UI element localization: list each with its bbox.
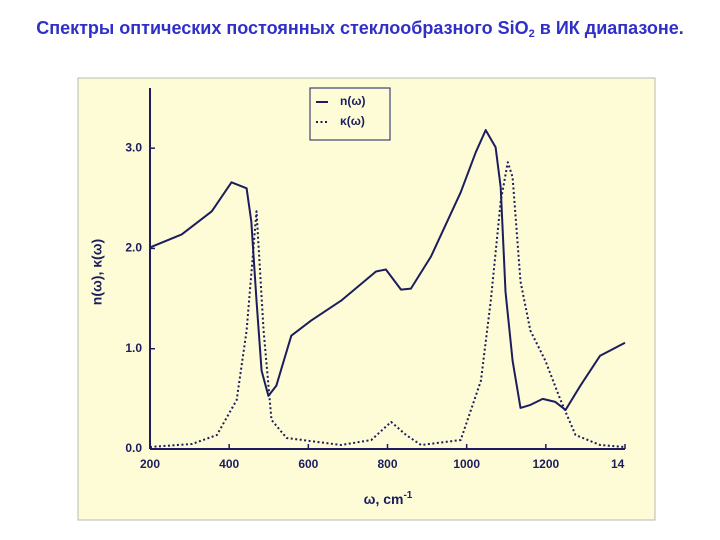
x-label-sup: -1 <box>403 490 412 501</box>
x-axis-label: ω, cm-1 <box>364 490 413 507</box>
x-tick-label: 600 <box>298 457 318 471</box>
title-text: Спектры оптических постоянных стеклообра… <box>36 18 529 38</box>
y-tick-label: 3.0 <box>125 140 142 154</box>
x-tick-label: 14 <box>611 457 625 471</box>
x-tick-label: 200 <box>140 457 160 471</box>
x-tick-label: 1200 <box>532 457 559 471</box>
legend-label: n(ω) <box>340 94 365 108</box>
y-tick-label: 1.0 <box>125 341 142 355</box>
legend-box <box>309 87 391 141</box>
y-axis-label: n(ω), κ(ω) <box>89 239 105 305</box>
legend-label: κ(ω) <box>340 114 365 128</box>
plot-panel <box>77 77 656 521</box>
chart-title: Спектры оптических постоянных стеклообра… <box>10 14 710 48</box>
x-tick-label: 1000 <box>453 457 480 471</box>
x-tick-label: 400 <box>219 457 239 471</box>
y-tick-label: 2.0 <box>125 241 142 255</box>
title-subscript: 2 <box>528 28 535 40</box>
title-text: в ИК диапазоне. <box>534 18 684 38</box>
x-tick-label: 800 <box>377 457 397 471</box>
series-line <box>149 161 626 448</box>
x-label-text: ω, cm <box>364 491 404 507</box>
y-tick-label: 0.0 <box>125 441 142 455</box>
